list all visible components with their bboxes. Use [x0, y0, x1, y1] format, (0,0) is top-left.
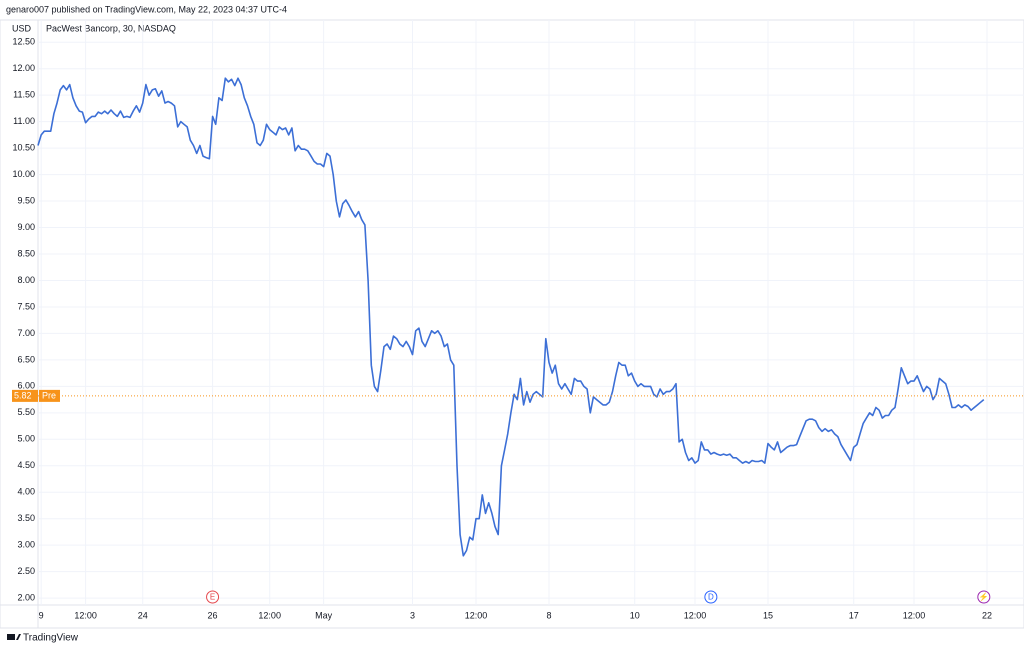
chart-frame [0, 19, 1024, 629]
x-tick-label: 8 [546, 610, 551, 620]
event-label: ⚡ [979, 592, 989, 602]
event-marker [704, 590, 718, 604]
y-tick-label: 4.50 [17, 460, 35, 470]
x-tick-label: 12:00 [74, 610, 97, 620]
y-tick-label: 12.00 [12, 63, 35, 73]
x-tick-label: 10 [630, 610, 640, 620]
x-tick-label: 22 [982, 610, 992, 620]
x-tick-label: 26 [208, 610, 218, 620]
x-tick-label: 12:00 [465, 610, 488, 620]
chart-title: PacWest Bancorp, 30, NASDAQ [46, 23, 176, 33]
x-tick-label: 12:00 [258, 610, 281, 620]
y-tick-label: 2.00 [17, 592, 35, 602]
y-tick-label: 5.00 [17, 434, 35, 444]
y-tick-label: 11.00 [13, 116, 35, 126]
y-tick-label: 10.00 [12, 169, 35, 179]
y-tick-label: 12.50 [12, 37, 35, 47]
pre-label: Pre [42, 390, 56, 400]
y-tick-label: 6.00 [17, 381, 35, 391]
pre-badge [39, 389, 60, 402]
y-tick-label: 11.50 [13, 90, 35, 100]
y-tick-label: 9.50 [17, 195, 35, 205]
x-tick-label: 15 [763, 610, 773, 620]
y-tick-label: 4.00 [17, 487, 35, 497]
x-tick-label: 17 [849, 610, 859, 620]
price-line [37, 77, 985, 557]
x-tick-label: May [315, 610, 333, 620]
y-tick-label: 3.00 [17, 540, 35, 550]
last-price-label: 5.82 [14, 390, 32, 400]
footer: TradingView [23, 633, 79, 644]
y-tick-label: 8.50 [17, 248, 35, 258]
x-tick-label: 12:00 [684, 610, 707, 620]
y-tick-label: 6.50 [17, 354, 35, 364]
y-tick-label: 7.00 [17, 328, 35, 338]
y-tick-label: 10.50 [12, 142, 35, 152]
y-tick-label: 7.50 [17, 301, 35, 311]
x-tick-label: 24 [138, 610, 148, 620]
y-tick-label: 5.50 [17, 407, 35, 417]
event-marker [206, 590, 220, 604]
event-label: D [708, 593, 714, 602]
tv-logo [7, 634, 21, 640]
y-tick-label: 2.50 [17, 566, 35, 576]
x-tick-label: 3 [410, 610, 415, 620]
header: genaro007 published on TradingView.com, … [6, 4, 287, 14]
y-tick-label: 3.50 [17, 513, 35, 523]
event-marker [977, 590, 991, 604]
y-tick-label: 8.00 [17, 275, 35, 285]
x-tick-label: 9 [39, 610, 44, 620]
x-tick-label: 12:00 [903, 610, 926, 620]
grid [38, 20, 1024, 605]
event-label: E [210, 593, 215, 602]
y-axis-label: USD [12, 23, 32, 33]
last-price-badge [12, 389, 38, 402]
y-tick-label: 9.00 [17, 222, 35, 232]
